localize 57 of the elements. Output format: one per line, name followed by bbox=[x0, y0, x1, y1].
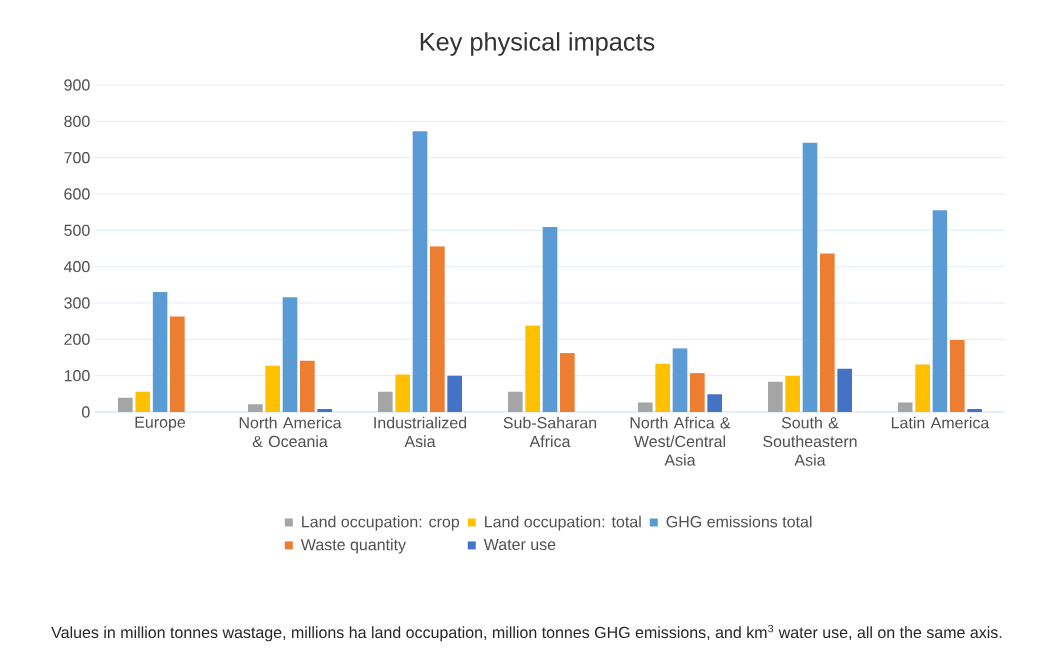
bar bbox=[395, 374, 410, 412]
y-tick-label: 700 bbox=[64, 152, 90, 164]
legend-label: GHG emissions total bbox=[666, 515, 812, 528]
bar bbox=[508, 391, 523, 412]
legend-label: Water use bbox=[483, 538, 556, 551]
bar bbox=[118, 397, 133, 412]
bar bbox=[655, 363, 670, 412]
bar bbox=[707, 394, 722, 412]
y-tick-label: 0 bbox=[82, 406, 90, 418]
x-tick-label: Latin America bbox=[891, 416, 990, 429]
bar bbox=[932, 210, 948, 412]
y-tick-label: 600 bbox=[64, 188, 90, 200]
legend-label: Land occupation: total bbox=[485, 515, 641, 531]
legend-label: Waste quantity bbox=[300, 538, 407, 554]
x-tick-label: North America & Oceania bbox=[239, 416, 342, 448]
bar bbox=[282, 297, 298, 412]
bar bbox=[672, 348, 688, 412]
bar bbox=[447, 375, 462, 412]
bar bbox=[525, 325, 540, 412]
bar bbox=[412, 131, 428, 412]
bar bbox=[248, 404, 263, 412]
y-tick-label: 100 bbox=[64, 370, 90, 382]
x-tick-label: North Africa & West/Central Asia bbox=[630, 416, 731, 466]
legend-label: Land occupation: crop bbox=[302, 515, 460, 531]
chart-title: Key physical impacts bbox=[420, 32, 655, 56]
bar bbox=[915, 364, 930, 412]
bar bbox=[949, 340, 965, 412]
bar bbox=[430, 246, 445, 412]
bar bbox=[135, 391, 150, 412]
bar bbox=[837, 368, 852, 412]
bar bbox=[819, 253, 835, 412]
y-tick-label: 800 bbox=[64, 115, 90, 127]
bar bbox=[378, 391, 393, 412]
bar bbox=[638, 402, 653, 412]
text: Values in million tonnes wastage, millions ha land occupation, million tonnes GHG emissions, and km$^{3}$ water use, all on the same axis. bbox=[51, 624, 1002, 642]
bar bbox=[542, 227, 558, 412]
x-tick-label: South & Southeastern Asia bbox=[763, 416, 857, 466]
bar bbox=[768, 381, 783, 412]
bar bbox=[967, 409, 982, 412]
x-tick-label: Sub-Saharan Africa bbox=[503, 416, 597, 448]
bar bbox=[785, 376, 800, 412]
bar bbox=[897, 402, 913, 412]
y-tick-label: 200 bbox=[64, 333, 90, 345]
y-tick-label: 900 bbox=[64, 79, 90, 91]
bar bbox=[300, 360, 315, 412]
bar bbox=[265, 365, 280, 412]
bar bbox=[170, 316, 185, 412]
x-tick-label: Industrialized Asia bbox=[374, 416, 467, 448]
bar bbox=[152, 292, 168, 412]
bar bbox=[560, 353, 575, 412]
x-tick-label: Europe bbox=[135, 416, 186, 432]
bar bbox=[317, 409, 332, 412]
y-tick-label: 300 bbox=[64, 297, 90, 309]
bar bbox=[802, 142, 818, 412]
y-tick-label: 500 bbox=[64, 224, 90, 236]
bar bbox=[690, 373, 705, 412]
y-tick-label: 400 bbox=[63, 261, 90, 273]
